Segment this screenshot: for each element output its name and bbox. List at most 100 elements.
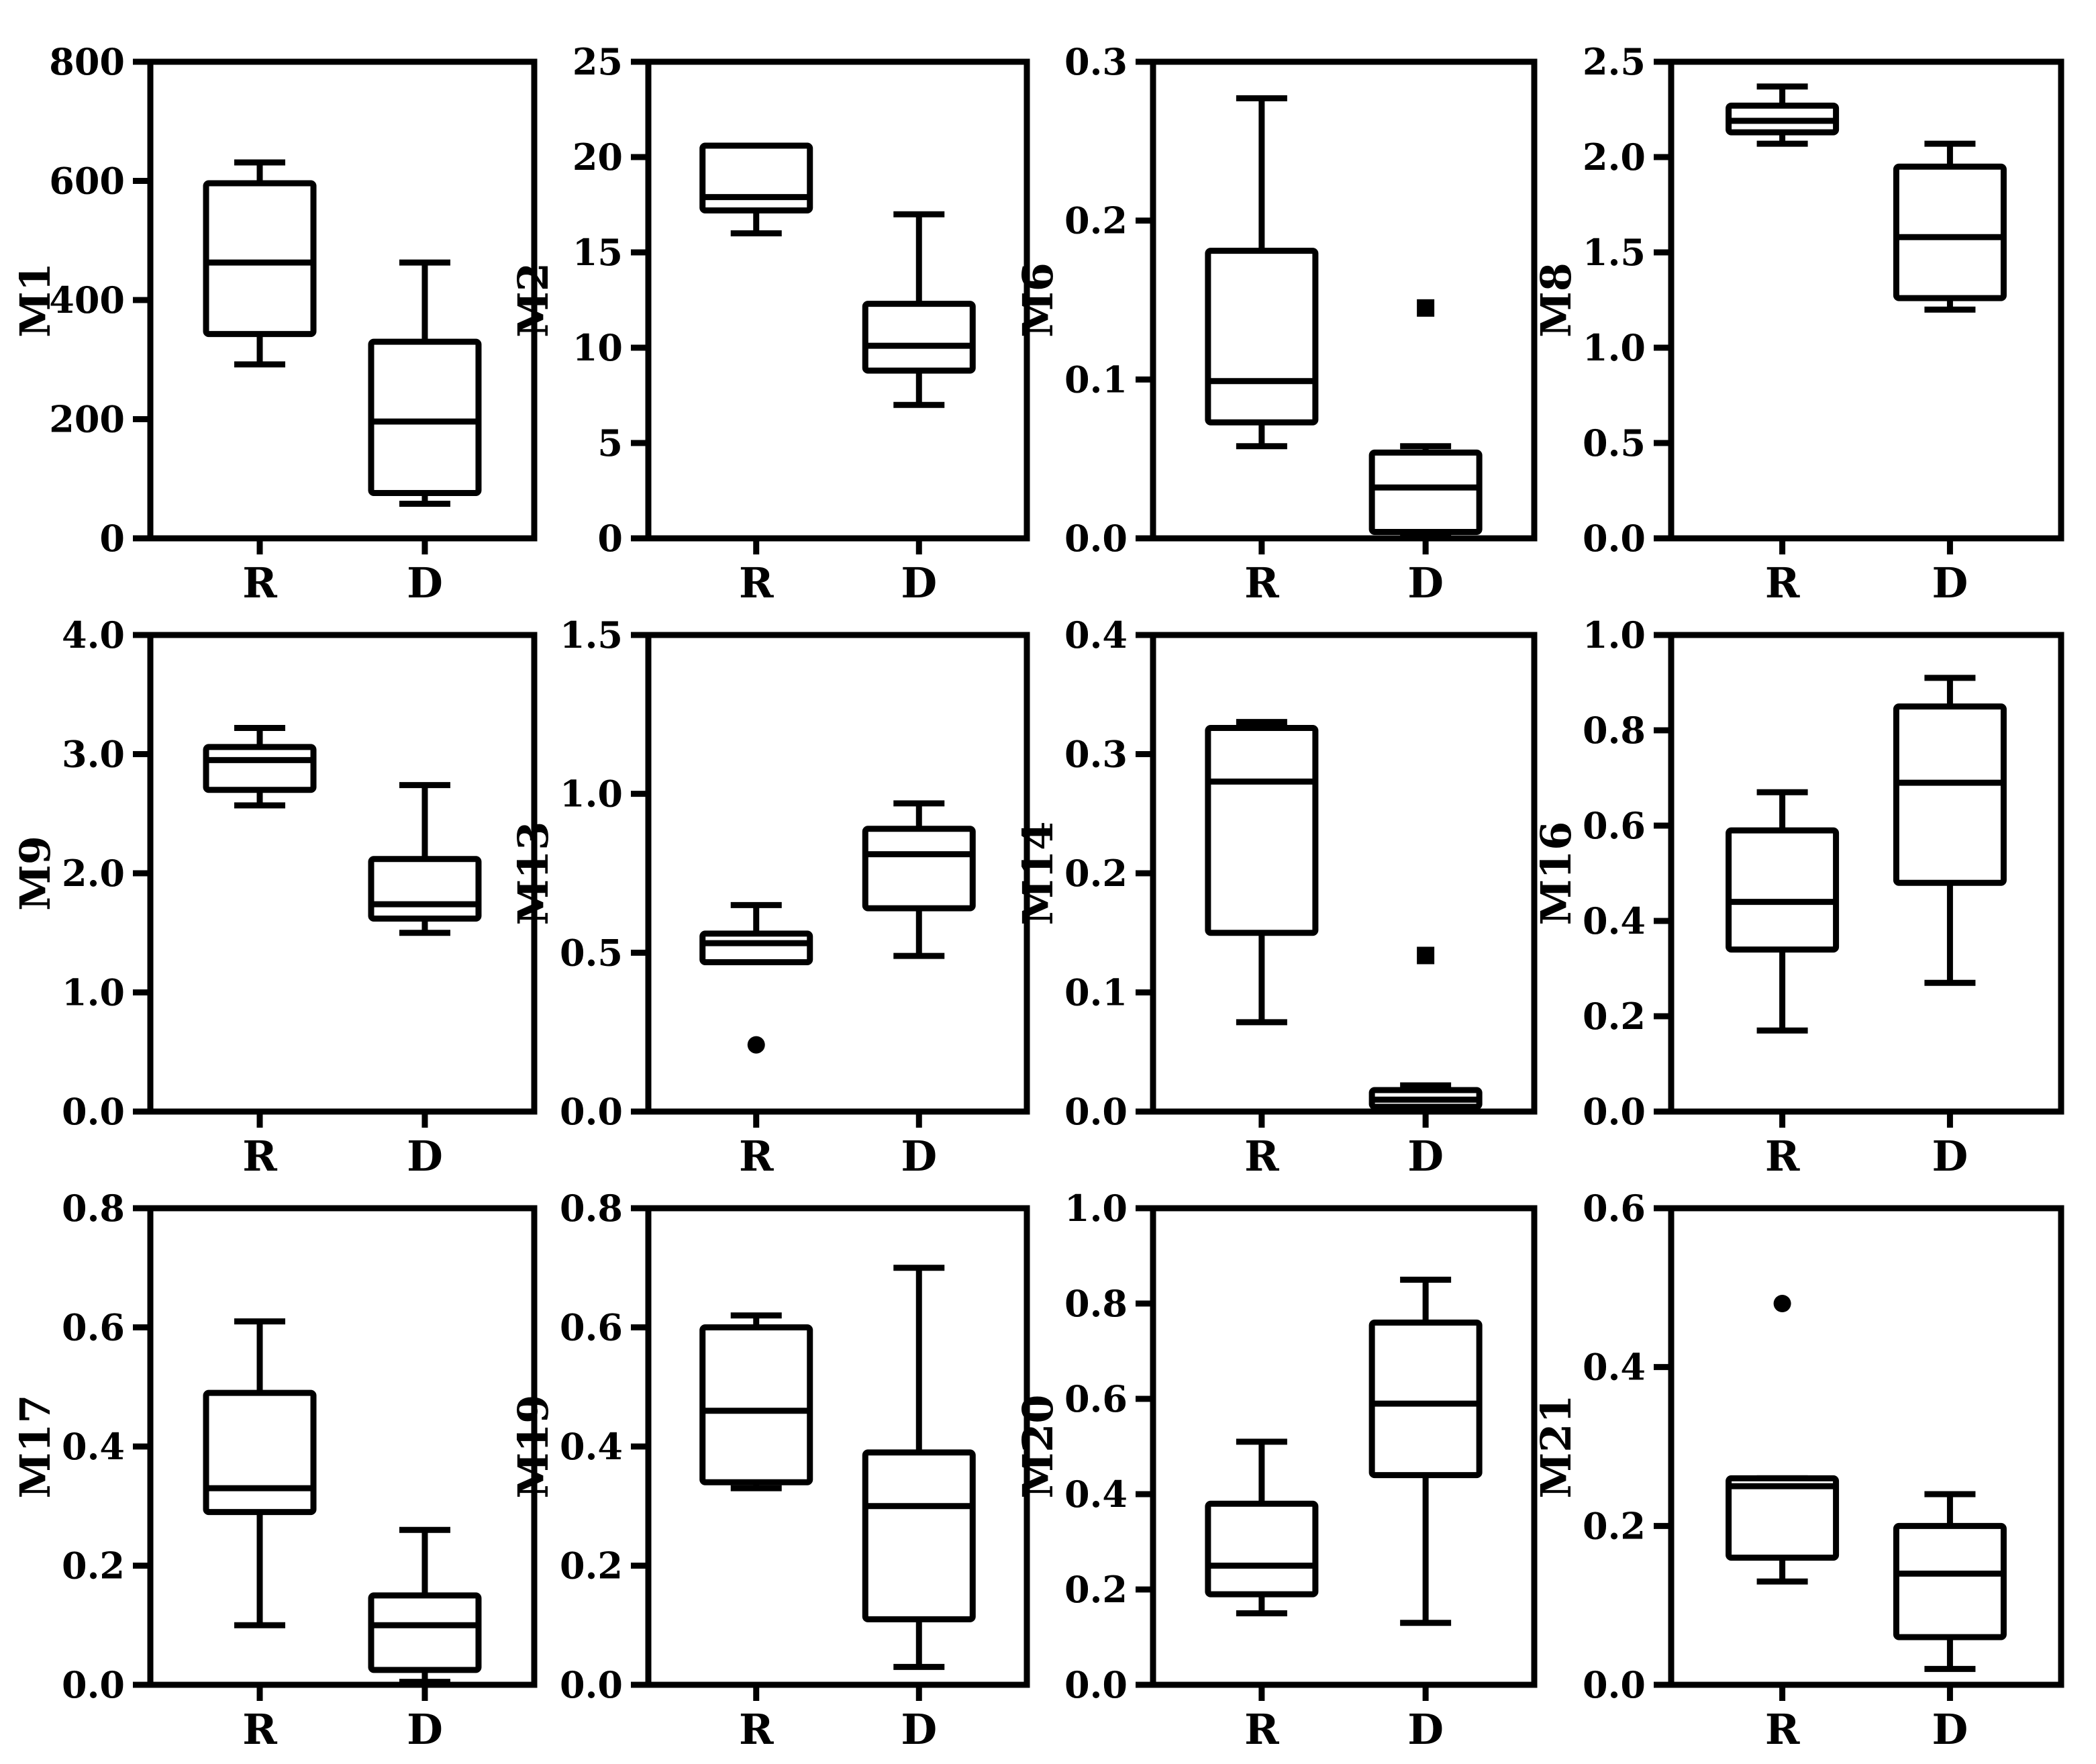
y-axis-label: M17 (11, 1395, 60, 1499)
y-tick-label: 20 (572, 136, 623, 179)
x-tick-label-d: D (1932, 1132, 1968, 1181)
box-d (1368, 299, 1483, 537)
y-axis-label: M1 (11, 262, 60, 338)
y-axis-label: M6 (1013, 262, 1062, 338)
plot-frame (1668, 58, 2064, 542)
x-tick-label-d: D (901, 558, 937, 607)
y-tick-label: 2.0 (1583, 136, 1646, 179)
y-tick-label: 0.6 (1064, 1377, 1128, 1420)
y-tick-label: 0.1 (1064, 971, 1128, 1014)
y-tick-label: 0.5 (1583, 422, 1646, 464)
box-r (203, 1318, 317, 1628)
iqr-box (1368, 1319, 1483, 1479)
y-axis-label: M13 (509, 822, 558, 926)
y-tick-label: 0.2 (1583, 995, 1646, 1038)
iqr-box (1205, 724, 1319, 936)
chart-panel-m17: 0.0 0.2 0.4 0.6 0.8 M17 R D (11, 1187, 538, 1754)
y-axis-label: M9 (11, 836, 60, 911)
chart-panel-m2: 0 5 10 15 20 25 M2 R D (509, 40, 1030, 607)
y-tick-label: 0.1 (1064, 358, 1128, 401)
iqr-box (203, 744, 317, 793)
y-tick-label: 0.2 (1064, 852, 1128, 895)
x-tick-label-r: R (739, 1132, 774, 1181)
y-tick-label: 0.0 (1064, 1090, 1128, 1133)
x-tick-label-r: R (1765, 1705, 1800, 1754)
box-d (862, 1265, 976, 1670)
y-tick-label: 2.0 (62, 852, 125, 895)
box-d (368, 259, 482, 507)
box-d (1893, 675, 2007, 986)
chart-panel-m16: 0.0 0.2 0.4 0.6 0.8 1.0 M16 R D (1532, 614, 2064, 1181)
y-tick-label: 0.2 (560, 1545, 623, 1587)
y-tick-label: 0.4 (1583, 899, 1646, 942)
y-tick-label: 1.0 (62, 971, 125, 1014)
y-tick-label: 1.0 (1064, 1187, 1128, 1230)
iqr-box (1368, 449, 1483, 536)
y-axis-label: M8 (1532, 262, 1581, 338)
x-tick-label-d: D (407, 1705, 443, 1754)
y-tick-label: 0.0 (1583, 1090, 1646, 1133)
iqr-box (368, 338, 482, 497)
iqr-box (1205, 248, 1319, 426)
y-tick-label: 5 (597, 422, 623, 464)
y-tick-label: 25 (572, 40, 623, 83)
box-d (1368, 1277, 1483, 1626)
box-d (368, 782, 482, 936)
outlier-point (1773, 1295, 1791, 1312)
outlier-point (1417, 299, 1435, 317)
y-tick-label: 0.6 (1583, 804, 1646, 847)
iqr-box (699, 930, 813, 966)
chart-panel-m13: 0.0 0.5 1.0 1.5 M13 R D (509, 614, 1030, 1181)
iqr-box (368, 856, 482, 922)
iqr-box (1893, 703, 2007, 886)
x-tick-label-d: D (407, 1132, 443, 1181)
x-tick-label-r: R (739, 1705, 774, 1754)
iqr-box (368, 1592, 482, 1673)
iqr-box (862, 1449, 976, 1622)
y-tick-label: 0.0 (1583, 1663, 1646, 1706)
y-tick-label: 1.5 (560, 614, 623, 656)
y-tick-label: 0.0 (1583, 517, 1646, 560)
chart-panel-m21: 0.0 0.2 0.4 0.6 M21 R D (1532, 1187, 2064, 1754)
box-d (1368, 946, 1483, 1112)
y-tick-label: 0.2 (62, 1545, 125, 1587)
iqr-box (1893, 1522, 2007, 1640)
iqr-box (699, 1324, 813, 1485)
box-r (1205, 1438, 1319, 1616)
outlier-point (747, 1036, 765, 1054)
y-tick-label: 0.0 (1064, 1663, 1128, 1706)
box-r (699, 1312, 813, 1491)
x-tick-label-r: R (1244, 1132, 1279, 1181)
x-tick-label-d: D (1932, 558, 1968, 607)
iqr-box (203, 180, 317, 338)
y-axis-label: M16 (1532, 822, 1581, 926)
y-axis-label: M14 (1013, 822, 1062, 926)
y-tick-label: 0.4 (560, 1425, 623, 1468)
y-tick-label: 0.4 (1583, 1346, 1646, 1389)
plot-frame (645, 632, 1030, 1115)
box-r (203, 724, 317, 809)
x-tick-label-d: D (901, 1705, 937, 1754)
y-tick-label: 15 (572, 231, 623, 274)
x-tick-label-r: R (1765, 1132, 1800, 1181)
iqr-box (862, 301, 976, 374)
iqr-box (1726, 1475, 1840, 1561)
y-tick-label: 200 (49, 398, 125, 441)
plot-frame (1150, 58, 1538, 542)
plot-frame (645, 58, 1030, 542)
iqr-box (699, 142, 813, 214)
box-r (699, 142, 813, 237)
y-tick-label: 800 (49, 40, 125, 83)
x-tick-label-r: R (242, 1132, 277, 1181)
y-tick-label: 0 (597, 517, 623, 560)
y-tick-label: 3.0 (62, 733, 125, 776)
y-tick-label: 0.0 (62, 1090, 125, 1133)
box-r (1205, 95, 1319, 450)
plot-frame (1150, 1205, 1538, 1688)
chart-panel-m19: 0.0 0.2 0.4 0.6 0.8 M19 R D (509, 1187, 1030, 1754)
y-tick-label: 0.6 (62, 1306, 125, 1349)
y-axis-label: M19 (509, 1395, 558, 1499)
x-tick-label-r: R (242, 558, 277, 607)
x-tick-label-d: D (1407, 1132, 1444, 1181)
